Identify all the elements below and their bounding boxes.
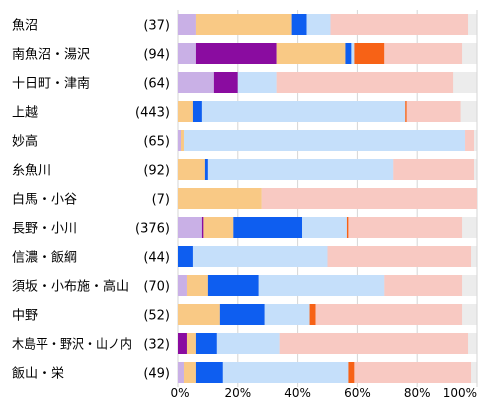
bar-segment — [222, 362, 349, 383]
bar-segment — [178, 362, 184, 383]
x-tick-label: 40% — [284, 386, 311, 400]
bar-segment — [178, 14, 196, 35]
category-label: 南魚沼・湯沢 — [12, 47, 90, 63]
bar-segment — [195, 14, 292, 35]
category-label: 魚沼 — [12, 19, 38, 34]
bar-segment — [279, 333, 469, 354]
bar-segment — [178, 275, 187, 296]
category-labels: 魚沼南魚沼・湯沢十日町・津南上越妙高糸魚川白馬・小谷長野・小川信濃・飯綱須坂・小… — [12, 19, 132, 382]
bar-segment — [393, 159, 475, 180]
count-label: (49) — [143, 367, 170, 382]
bar-segment — [330, 14, 469, 35]
bar-segment — [178, 159, 205, 180]
category-label: 妙高 — [12, 134, 38, 150]
x-tick-label: 0% — [170, 386, 189, 400]
bar-segment — [178, 130, 181, 151]
count-label: (32) — [143, 338, 170, 353]
category-label: 信濃・飯綱 — [12, 251, 77, 266]
bar-segment — [195, 43, 277, 64]
bar-segment — [192, 101, 202, 122]
bar-segment — [384, 275, 463, 296]
count-label: (7) — [152, 193, 170, 208]
x-axis-ticks: 0% 20% 40% 60% 80% 100% — [170, 386, 477, 400]
category-label: 十日町・津南 — [12, 76, 90, 92]
bar-segment — [276, 72, 454, 93]
bar-segment — [302, 217, 347, 238]
bar-segment — [258, 275, 385, 296]
bar-segment — [195, 362, 223, 383]
bar-segment — [237, 72, 277, 93]
bar-segment — [351, 43, 355, 64]
bar-segment — [216, 333, 280, 354]
bar-segment — [178, 333, 187, 354]
bar-segment — [183, 362, 196, 383]
count-label: (44) — [143, 251, 170, 266]
bar-segment — [309, 304, 316, 325]
category-label: 長野・小川 — [12, 222, 77, 237]
bar-segment — [384, 43, 463, 64]
category-label: 須坂・小布施・高山 — [12, 279, 129, 295]
count-label: (37) — [143, 19, 170, 34]
bar-segment — [201, 101, 406, 122]
count-label: (376) — [135, 222, 170, 237]
bar-segment — [348, 362, 355, 383]
bar-segment — [183, 130, 466, 151]
bar-segment — [327, 246, 472, 267]
bar-segment — [178, 246, 193, 267]
count-label: (52) — [143, 309, 170, 324]
count-labels: (37) (94) (64) (443) (65) (92) (7) (376) (44) (70… — [135, 19, 170, 382]
category-label: 木島平・野沢・山ノ内 — [12, 337, 132, 353]
bar-segment — [186, 333, 196, 354]
bar-segment — [192, 246, 328, 267]
bar-segment — [207, 159, 394, 180]
bar-segment — [261, 188, 477, 209]
category-label: 上越 — [12, 106, 38, 121]
bar-segment — [178, 188, 262, 209]
bar-segment — [346, 217, 349, 238]
bar-segment — [201, 217, 204, 238]
x-tick-label: 60% — [344, 386, 371, 400]
bar-segment — [306, 14, 331, 35]
bar-segment — [180, 130, 184, 151]
x-tick-label: 100% — [443, 386, 477, 400]
x-tick-label: 80% — [404, 386, 431, 400]
category-label: 糸魚川 — [12, 164, 51, 179]
count-label: (92) — [143, 164, 170, 179]
bar-segment — [405, 101, 407, 122]
category-label: 白馬・小谷 — [12, 192, 77, 208]
bar-segment — [203, 217, 234, 238]
bar-segment — [276, 43, 346, 64]
bar-segment — [178, 304, 220, 325]
bar-segment — [315, 304, 463, 325]
category-label: 飯山・栄 — [12, 367, 64, 382]
count-label: (70) — [143, 280, 170, 295]
count-label: (94) — [143, 48, 170, 63]
bar-segment — [204, 159, 208, 180]
bar-segment — [345, 43, 352, 64]
bar-segment — [406, 101, 461, 122]
bar-segment — [465, 130, 475, 151]
count-label: (64) — [143, 77, 170, 92]
category-label: 中野 — [12, 309, 38, 324]
bar-segment — [354, 362, 472, 383]
bar-segment — [213, 72, 238, 93]
count-label: (65) — [143, 135, 170, 150]
bar-segment — [178, 72, 214, 93]
count-label: (443) — [135, 106, 170, 121]
bar-segment — [195, 333, 217, 354]
bar-segment — [178, 43, 196, 64]
bar-segment — [186, 275, 208, 296]
bar-segment — [178, 101, 193, 122]
bar-segment — [219, 304, 265, 325]
bar-segment — [354, 43, 385, 64]
bar-segment — [178, 217, 202, 238]
bar-segment — [233, 217, 303, 238]
bar-segment — [207, 275, 259, 296]
bar-layer — [178, 14, 477, 383]
bar-segment — [264, 304, 310, 325]
x-tick-label: 20% — [224, 386, 251, 400]
bar-segment — [291, 14, 307, 35]
bar-segment — [348, 217, 463, 238]
